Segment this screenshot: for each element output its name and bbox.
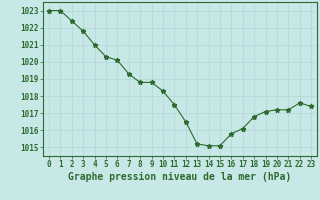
X-axis label: Graphe pression niveau de la mer (hPa): Graphe pression niveau de la mer (hPa) <box>68 172 292 182</box>
